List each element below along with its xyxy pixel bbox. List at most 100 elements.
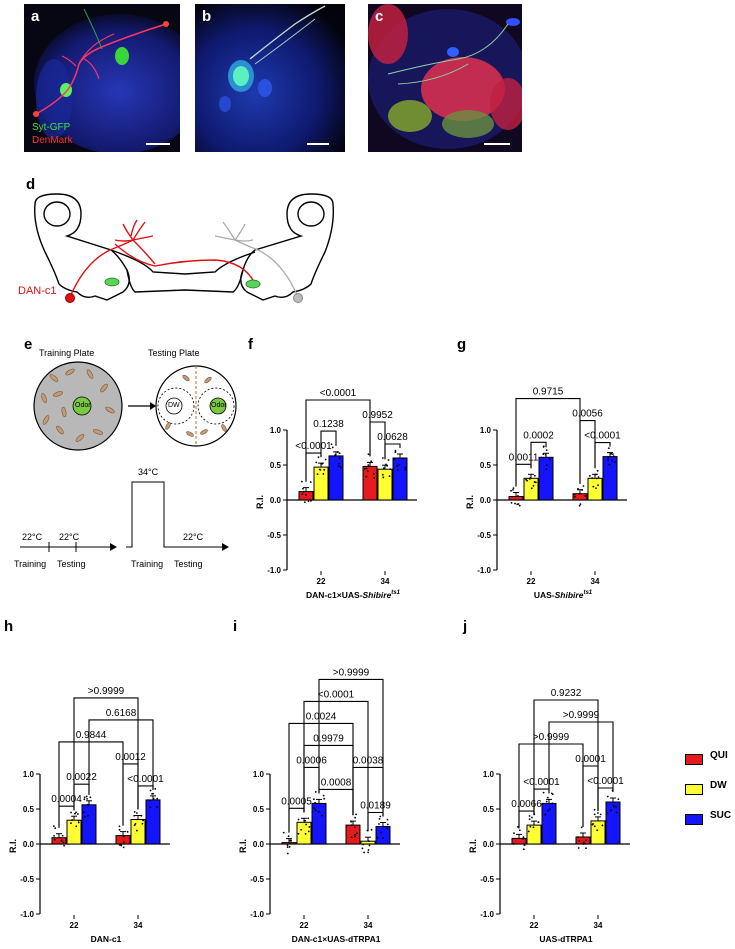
data-point <box>607 456 609 459</box>
data-point <box>305 823 308 826</box>
data-point <box>386 464 388 467</box>
data-point <box>75 811 77 814</box>
data-point <box>595 477 598 480</box>
panel-label-f: f <box>248 336 253 353</box>
data-point <box>318 468 321 471</box>
y-tick-label: 0.5 <box>480 461 492 470</box>
data-point <box>313 807 316 810</box>
significance-bracket <box>597 787 614 811</box>
data-point <box>404 466 407 469</box>
p-value-label: 0.0002 <box>523 430 554 441</box>
data-point <box>120 844 122 847</box>
data-point <box>303 501 306 504</box>
x-tick-label: 34 <box>381 577 390 586</box>
bar <box>605 801 621 845</box>
data-point <box>317 456 320 459</box>
panel-label-c: c <box>375 8 384 25</box>
data-point <box>370 828 373 831</box>
y-tick-label: -1.0 <box>267 566 281 575</box>
x-tick-label: 22 <box>317 577 326 586</box>
data-point <box>578 840 581 842</box>
data-point <box>63 844 65 847</box>
panel-label-e: e <box>24 336 33 353</box>
data-point <box>62 841 65 844</box>
data-point <box>82 811 85 814</box>
temp-34-training: 34°C <box>138 467 159 477</box>
data-point <box>581 489 583 491</box>
p-value-label: 0.0012 <box>115 752 146 763</box>
y-axis-label: R.I. <box>8 839 18 853</box>
y-axis-label: R.I. <box>255 495 265 509</box>
bar-chart-h: 1.0 0.5 0.0 -0.5 -1.0 R.I. 22 34 DAN-c1 >0.9999 0.… <box>8 686 170 944</box>
data-point <box>52 825 55 828</box>
data-point <box>368 844 371 847</box>
p-value-label: 0.9952 <box>362 410 393 421</box>
data-point <box>308 826 311 828</box>
temp-22-testing: 22°C <box>59 532 80 542</box>
data-point <box>545 449 548 452</box>
data-point <box>528 478 531 480</box>
data-point <box>61 834 64 837</box>
data-point <box>363 851 365 854</box>
temperature-protocol <box>20 481 229 552</box>
mushroom-body-diagram <box>34 193 335 303</box>
data-point <box>289 839 292 842</box>
y-tick-label: -0.5 <box>477 531 491 540</box>
denmark-label: DenMark <box>32 135 73 146</box>
data-point <box>151 792 153 795</box>
data-point <box>149 789 152 792</box>
p-value-label: >0.9999 <box>88 686 125 697</box>
scale-bar <box>146 143 170 145</box>
data-point <box>77 819 80 822</box>
data-point <box>613 805 615 808</box>
data-point <box>89 796 92 799</box>
data-point <box>376 836 379 839</box>
data-point <box>588 474 591 477</box>
y-tick-label: 0.0 <box>480 496 492 505</box>
data-point <box>314 801 316 804</box>
data-point <box>321 462 323 465</box>
p-value-label: 0.0056 <box>572 409 603 420</box>
data-point <box>528 818 531 821</box>
data-point <box>142 819 144 822</box>
data-point <box>617 798 620 801</box>
data-point <box>514 502 516 505</box>
data-point <box>537 821 540 823</box>
data-point <box>314 791 317 793</box>
data-point <box>611 453 614 456</box>
data-point <box>60 839 63 842</box>
data-point <box>366 470 369 473</box>
legend-item-suc: SUC <box>677 808 735 838</box>
bar <box>145 799 161 845</box>
p-value-label: >0.9999 <box>533 732 570 743</box>
data-point <box>578 492 581 495</box>
data-point <box>338 457 341 460</box>
data-point <box>355 813 358 816</box>
p-value-label: >0.9999 <box>563 710 600 721</box>
data-point <box>84 815 86 818</box>
temp-22-training: 22°C <box>22 532 43 542</box>
data-point <box>542 791 545 794</box>
p-value-label: 0.9715 <box>533 387 564 398</box>
dan-c1-label: DAN-c1 <box>18 285 57 297</box>
data-point <box>577 487 579 490</box>
data-point <box>510 501 513 504</box>
legend-swatch <box>685 784 703 795</box>
p-value-label: 0.9979 <box>313 733 344 744</box>
bar <box>508 496 524 501</box>
x-axis-label-superscript: ts1 <box>391 590 400 596</box>
data-point <box>149 806 152 809</box>
data-point <box>302 490 305 493</box>
data-point <box>573 495 576 498</box>
data-point <box>304 819 307 822</box>
data-point <box>83 796 86 799</box>
data-point <box>70 811 72 814</box>
data-point <box>381 457 384 459</box>
significance-bracket <box>369 421 386 460</box>
data-point <box>582 485 585 487</box>
micrograph-c-image <box>368 4 522 152</box>
testing-label-2: Testing <box>174 559 203 569</box>
data-point <box>595 473 597 476</box>
x-axis-label-italic: Shibire <box>555 590 584 600</box>
legend-swatch <box>685 754 703 765</box>
